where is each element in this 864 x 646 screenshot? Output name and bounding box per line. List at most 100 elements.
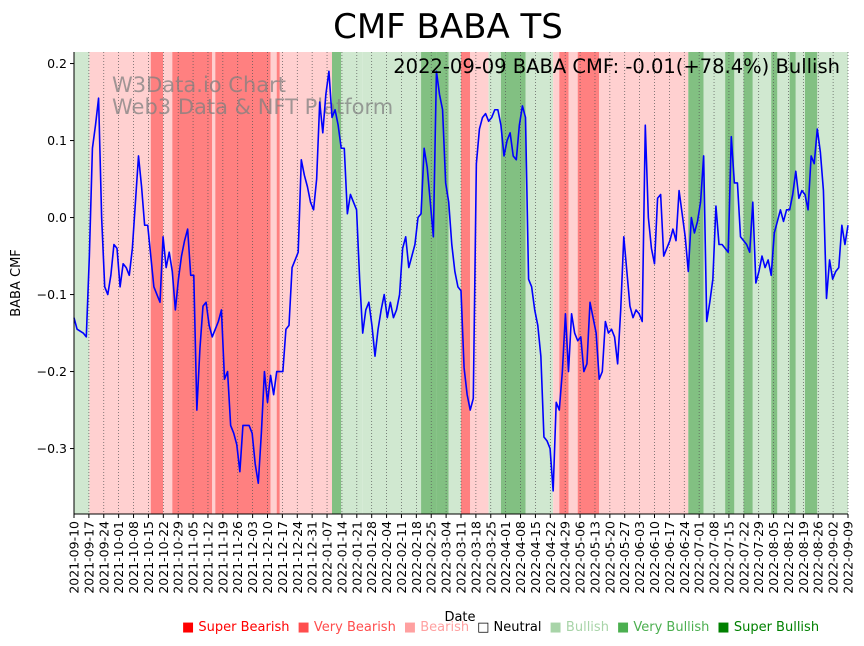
x-tick-label: 2022-09-09 xyxy=(841,521,856,594)
band-very-bullish xyxy=(332,52,342,514)
x-tick-label: 2021-09-24 xyxy=(96,521,111,594)
band-bearish xyxy=(633,52,689,514)
x-tick-label: 2022-03-25 xyxy=(483,521,498,594)
y-tick-label: 0.1 xyxy=(47,133,67,148)
band-very-bullish xyxy=(688,52,704,514)
x-tick-label: 2022-03-11 xyxy=(454,521,469,594)
x-tick-label: 2022-09-02 xyxy=(826,521,841,594)
band-very-bullish xyxy=(789,52,796,514)
x-tick-label: 2022-06-17 xyxy=(662,521,677,594)
legend-item-super-bullish: ■ Super Bullish xyxy=(717,620,820,635)
watermark-line-2: Web3 Data & NFT Platform xyxy=(112,95,393,119)
x-tick-label: 2022-01-14 xyxy=(334,521,349,594)
x-tick-label: 2022-05-27 xyxy=(617,521,632,594)
y-tick-label: −0.1 xyxy=(37,287,67,302)
y-tick-label: 0.2 xyxy=(47,56,67,71)
band-bullish xyxy=(795,52,805,514)
x-tick-label: 2022-05-13 xyxy=(587,521,602,594)
x-tick-label: 2022-04-08 xyxy=(513,521,528,594)
band-very-bearish xyxy=(461,52,471,514)
x-tick-label: 2022-05-06 xyxy=(573,521,588,594)
x-tick-label: 2022-07-22 xyxy=(736,521,751,594)
x-axis-label: Date xyxy=(444,610,475,625)
x-tick-label: 2022-07-08 xyxy=(707,521,722,594)
band-very-bullish xyxy=(805,52,818,514)
band-bullish xyxy=(752,52,772,514)
x-tick-label: 2022-04-22 xyxy=(543,521,558,594)
band-bearish xyxy=(568,52,578,514)
x-tick-label: 2022-02-04 xyxy=(379,521,394,594)
x-tick-label: 2022-08-26 xyxy=(811,521,826,594)
legend: ■ Super Bearish ■ Very Bearish ■ Bearish □ … xyxy=(182,620,827,635)
y-axis-ticks: 0.2 0.1 0.0 −0.1 −0.2 −0.3 xyxy=(37,56,74,456)
band-very-bullish xyxy=(743,52,753,514)
band-bullish xyxy=(777,52,790,514)
x-tick-label: 2021-10-22 xyxy=(156,521,171,594)
band-very-bullish xyxy=(725,52,735,514)
x-tick-label: 2021-10-08 xyxy=(126,521,141,594)
band-bearish xyxy=(470,52,489,514)
band-bullish xyxy=(703,52,726,514)
band-bearish xyxy=(553,52,560,514)
x-tick-label: 2021-11-05 xyxy=(186,521,201,594)
band-bearish xyxy=(163,52,173,514)
x-tick-label: 2022-07-29 xyxy=(751,521,766,594)
band-very-bearish xyxy=(172,52,213,514)
x-tick-label: 2021-10-15 xyxy=(141,521,156,594)
band-bullish xyxy=(74,52,90,514)
y-tick-label: −0.2 xyxy=(37,364,67,379)
x-axis-ticks: 2021-09-10 2021-09-17 2021-09-24 2021-10-01… xyxy=(67,514,856,594)
legend-item-neutral: □ Neutral xyxy=(477,620,542,635)
legend-item-bearish: ■ Bearish xyxy=(403,620,470,635)
band-bullish xyxy=(488,52,501,514)
x-tick-label: 2022-02-18 xyxy=(409,521,424,594)
watermark-line-1: W3Data.io Chart xyxy=(112,73,286,97)
x-tick-label: 2022-06-03 xyxy=(632,521,647,594)
band-very-bearish xyxy=(577,52,600,514)
x-tick-label: 2022-06-10 xyxy=(647,521,662,594)
sentiment-bands xyxy=(74,52,848,514)
x-tick-label: 2022-08-05 xyxy=(766,521,781,594)
y-tick-label: −0.3 xyxy=(37,441,67,456)
x-tick-label: 2022-06-24 xyxy=(677,521,692,594)
x-tick-label: 2022-04-29 xyxy=(558,521,573,594)
band-very-bearish xyxy=(150,52,164,514)
x-tick-label: 2022-03-18 xyxy=(468,521,483,594)
band-very-bearish xyxy=(215,52,271,514)
band-bullish xyxy=(362,52,422,514)
x-tick-label: 2021-10-29 xyxy=(171,521,186,594)
x-tick-label: 2021-12-24 xyxy=(290,521,305,594)
x-tick-label: 2022-02-11 xyxy=(394,521,409,594)
cmf-line xyxy=(73,70,849,492)
band-very-bullish xyxy=(500,52,526,514)
x-tick-label: 2021-09-10 xyxy=(67,521,82,594)
band-bearish xyxy=(212,52,216,514)
x-tick-label: 2022-02-25 xyxy=(424,521,439,594)
chart-title: CMF BABA TS xyxy=(333,7,563,47)
band-bearish xyxy=(270,52,277,514)
band-bullish xyxy=(826,52,848,514)
band-very-bullish xyxy=(771,52,778,514)
x-tick-label: 2022-01-07 xyxy=(320,521,335,594)
band-bullish xyxy=(448,52,461,514)
y-tick-label: 0.0 xyxy=(47,210,67,225)
band-very-bearish xyxy=(559,52,569,514)
x-tick-label: 2021-11-26 xyxy=(230,521,245,594)
x-tick-label: 2021-11-12 xyxy=(200,521,215,594)
x-tick-label: 2021-12-10 xyxy=(260,521,275,594)
x-tick-label: 2022-04-01 xyxy=(498,521,513,594)
cmf-series xyxy=(73,70,849,492)
x-tick-label: 2022-05-20 xyxy=(602,521,617,594)
band-bullish xyxy=(817,52,827,514)
band-very-bullish xyxy=(421,52,437,514)
x-tick-label: 2022-07-01 xyxy=(692,521,707,594)
legend-item-bullish: ■ Bullish xyxy=(549,620,609,635)
x-tick-label: 2022-01-28 xyxy=(364,521,379,594)
legend-item-very-bullish: ■ Very Bullish xyxy=(616,620,710,635)
y-axis-label: BABA CMF xyxy=(9,249,24,317)
x-tick-label: 2021-09-17 xyxy=(81,521,96,594)
x-tick-label: 2022-01-21 xyxy=(349,521,364,594)
x-tick-label: 2022-04-15 xyxy=(528,521,543,594)
x-tick-label: 2021-11-19 xyxy=(215,521,230,594)
latest-annotation: 2022-09-09 BABA CMF: -0.01(+78.4%) Bulli… xyxy=(393,55,840,78)
